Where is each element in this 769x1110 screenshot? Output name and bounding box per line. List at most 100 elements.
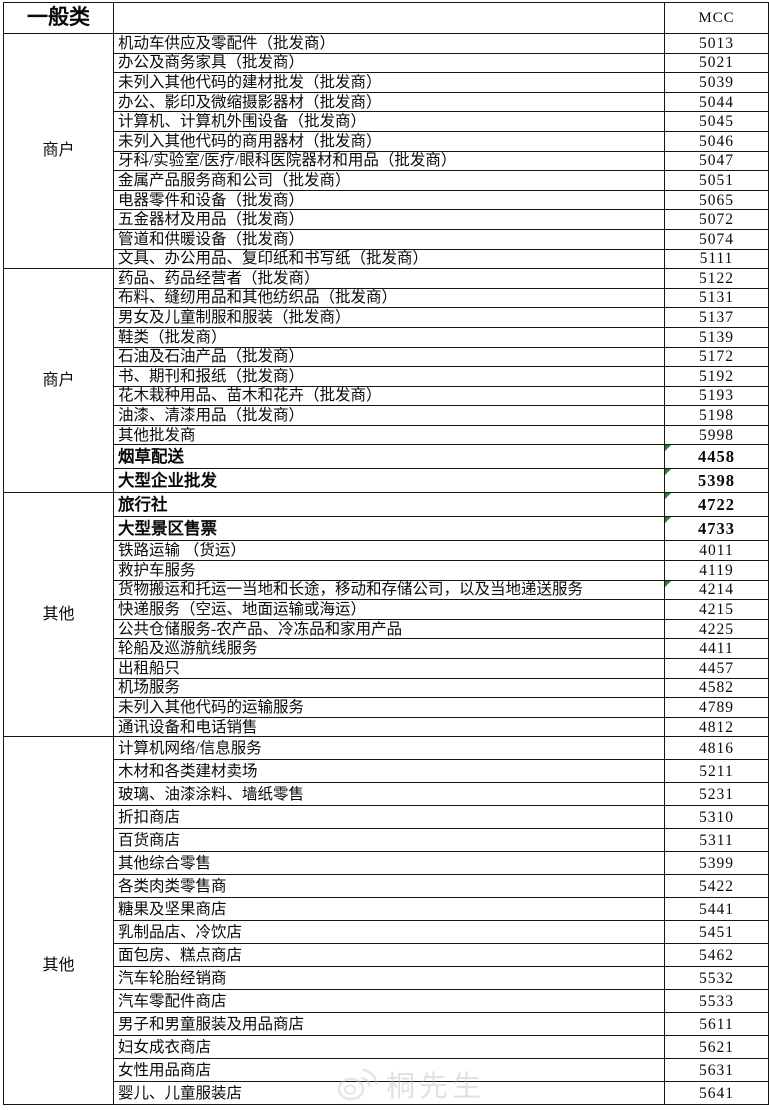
mcc-cell: 5045 <box>664 111 769 132</box>
mcc-value: 4214 <box>699 581 734 599</box>
mcc-value: 5641 <box>699 1084 734 1102</box>
merchant-name-cell: 办公、影印及微缩摄影器材（批发商） <box>113 91 665 113</box>
mcc-value: 5111 <box>699 250 734 268</box>
mcc-table: 一般类 MCC 商户 机动车供应及零配件（批发商） 5013 办公及商务家具（批… <box>3 2 769 1106</box>
mcc-cell: 5074 <box>664 228 769 250</box>
mcc-value: 5631 <box>699 1061 734 1079</box>
section-label: 商户 <box>3 268 114 494</box>
mcc-value: 4816 <box>699 739 734 757</box>
mcc-value: 5039 <box>699 73 734 91</box>
mcc-value: 5139 <box>699 328 734 346</box>
mcc-cell: 5621 <box>664 1035 769 1060</box>
mcc-cell: 5451 <box>664 920 769 945</box>
mcc-cell: 5998 <box>664 424 769 446</box>
table-row: 烟草配送 4458 <box>4 444 769 470</box>
table-row: 办公及商务家具（批发商） 5021 <box>4 52 769 74</box>
merchant-name-cell: 折扣商店 <box>113 805 665 830</box>
merchant-name-cell: 汽车零配件商店 <box>113 989 665 1014</box>
merchant-name-cell: 面包房、糕点商店 <box>113 943 665 968</box>
mcc-value: 5013 <box>699 34 734 52</box>
section-label-text: 其他 <box>42 957 75 975</box>
table-row: 糖果及坚果商店 5441 <box>4 897 769 922</box>
mcc-cell: 5047 <box>664 150 769 172</box>
merchant-name-cell: 婴儿、儿童服装店 <box>113 1081 665 1106</box>
table-row: 折扣商店 5310 <box>4 805 769 830</box>
mcc-cell: 5172 <box>664 346 769 368</box>
mcc-value: 5422 <box>699 877 734 895</box>
mcc-cell: 5310 <box>664 805 769 830</box>
mcc-cell: 4816 <box>664 736 769 761</box>
mcc-value: 5065 <box>699 191 734 209</box>
table-row: 商户 药品、药品经营者（批发商） 5122 <box>3 268 769 494</box>
mcc-value: 5021 <box>699 54 734 72</box>
mcc-cell: 5611 <box>664 1012 769 1037</box>
mcc-cell: 5631 <box>664 1058 769 1083</box>
table-row: 面包房、糕点商店 5462 <box>4 943 769 968</box>
table-row: 通讯设备和电话销售 4812 <box>4 716 769 738</box>
mcc-value: 5193 <box>699 387 734 405</box>
merchant-name-cell: 药品、药品经营者（批发商） <box>113 268 665 289</box>
table-row: 书、期刊和报纸（批发商） 5192 <box>4 366 769 387</box>
merchant-name-cell: 铁路运输 （货运） <box>113 540 665 562</box>
merchant-name-cell: 牙科/实验室/医疗/眼科医院器材和用品（批发商） <box>113 150 665 172</box>
mcc-value: 5051 <box>699 171 734 189</box>
mcc-cell: 5122 <box>664 268 769 289</box>
table-header-category: 一般类 <box>3 2 114 34</box>
table-row: 花木栽种用品、苗木和花卉（批发商） 5193 <box>4 385 769 407</box>
table-row: 电器零件和设备（批发商） 5065 <box>4 189 769 211</box>
table-row: 男女及儿童制服和服装（批发商） 5137 <box>4 307 769 328</box>
green-corner-marker-icon <box>665 469 671 476</box>
mcc-value: 5532 <box>699 969 734 987</box>
merchant-name-cell: 女性用品商店 <box>113 1058 665 1083</box>
mcc-cell: 5013 <box>664 33 769 54</box>
merchant-name-cell: 管道和供暖设备（批发商） <box>113 228 665 250</box>
green-corner-marker-icon <box>665 581 671 587</box>
merchant-name-cell: 其他批发商 <box>113 424 665 446</box>
merchant-name-cell: 轮船及巡游航线服务 <box>113 638 665 660</box>
mcc-value: 4812 <box>699 718 734 736</box>
mcc-value: 4411 <box>699 640 734 658</box>
table-row: 鞋类（批发商） 5139 <box>4 326 769 348</box>
mcc-value: 4582 <box>699 679 734 697</box>
mcc-cell: 4011 <box>664 540 769 562</box>
mcc-cell: 5046 <box>664 130 769 152</box>
table-row: 救护车服务 4119 <box>4 560 769 581</box>
mcc-value: 5451 <box>699 923 734 941</box>
merchant-name-cell: 计算机网络/信息服务 <box>113 736 665 761</box>
mcc-value: 5046 <box>699 132 734 150</box>
mcc-cell: 5398 <box>664 468 769 494</box>
table-row: 管道和供暖设备（批发商） 5074 <box>4 228 769 250</box>
mcc-value: 5122 <box>699 269 734 287</box>
table-row: 乳制品店、冷饮店 5451 <box>4 920 769 945</box>
table-row: 汽车轮胎经销商 5532 <box>4 966 769 991</box>
table-row: 计算机、计算机外围设备（批发商） 5045 <box>4 111 769 132</box>
mcc-value: 4789 <box>699 698 734 716</box>
merchant-name-cell: 烟草配送 <box>113 444 665 470</box>
merchant-name-cell: 通讯设备和电话销售 <box>113 716 665 738</box>
table-row: 布料、缝纫用品和其他纺织品（批发商） 5131 <box>4 287 769 309</box>
mcc-cell: 5072 <box>664 209 769 230</box>
merchant-name-cell: 救护车服务 <box>113 560 665 581</box>
table-row: 男子和男童服装及用品商店 5611 <box>4 1012 769 1037</box>
mcc-cell: 5532 <box>664 966 769 991</box>
table-row: 出租船只 4457 <box>4 658 769 679</box>
merchant-name-cell: 木材和各类建材卖场 <box>113 759 665 784</box>
merchant-name-cell: 出租船只 <box>113 658 665 679</box>
mcc-cell: 4722 <box>664 492 769 518</box>
mcc-cell: 5641 <box>664 1081 769 1106</box>
mcc-value: 5398 <box>698 470 735 490</box>
table-header-empty <box>113 2 665 34</box>
merchant-name-cell: 未列入其他代码的运输服务 <box>113 697 665 718</box>
table-header-row: 一般类 MCC <box>3 2 769 34</box>
table-row: 快递服务（空运、地面运输或海运） 4215 <box>4 599 769 620</box>
mcc-cell: 4812 <box>664 716 769 738</box>
merchant-name-cell: 花木栽种用品、苗木和花卉（批发商） <box>113 385 665 407</box>
mcc-cell: 5533 <box>664 989 769 1014</box>
mcc-value: 4733 <box>698 518 735 538</box>
mcc-cell: 5137 <box>664 307 769 328</box>
table-row: 玻璃、油漆涂料、墙纸零售 5231 <box>4 782 769 807</box>
merchant-name-cell: 五金器材及用品（批发商） <box>113 209 665 230</box>
merchant-name-cell: 文具、办公用品、复印纸和书写纸（批发商） <box>113 248 665 270</box>
table-row: 公共仓储服务-农产品、冷冻品和家用产品 4225 <box>4 618 769 640</box>
merchant-name-cell: 各类肉类零售商 <box>113 874 665 899</box>
